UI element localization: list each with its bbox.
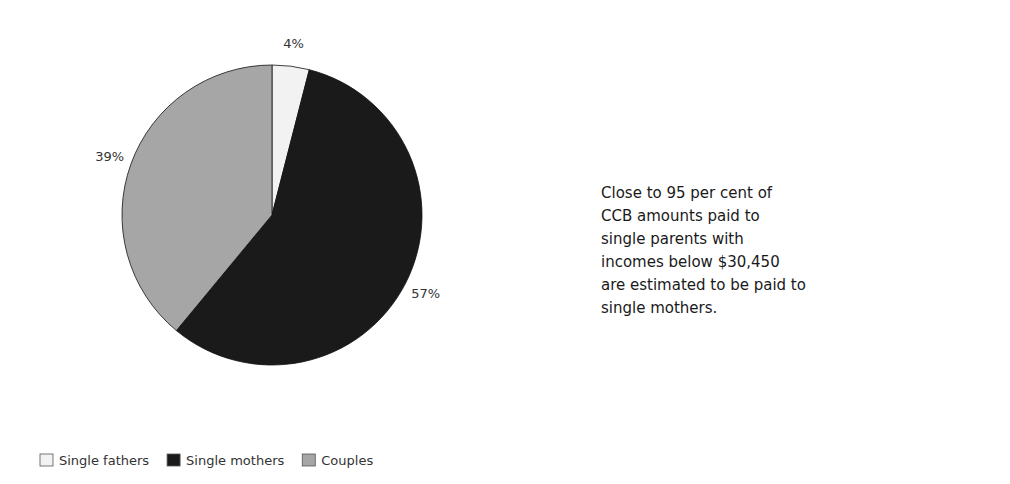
legend-item: Single fathers <box>40 453 149 468</box>
slice-group <box>122 65 422 365</box>
annotation-line: single mothers. <box>601 299 717 317</box>
legend-label: Couples <box>321 453 373 468</box>
pie: 4% 57% 39% <box>95 36 440 365</box>
slice <box>122 65 272 331</box>
legend-item: Couples <box>302 453 373 468</box>
legend-label: Single mothers <box>186 453 284 468</box>
legend-item: Single mothers <box>167 453 284 468</box>
legend-swatch <box>40 454 53 466</box>
annotation-line: CCB amounts paid to <box>601 207 760 225</box>
legend-label: Single fathers <box>59 453 149 468</box>
legend-swatch <box>167 454 180 466</box>
data-label: 4% <box>283 36 304 51</box>
annotation-line: single parents with <box>601 230 744 248</box>
legend-swatch <box>302 454 315 466</box>
slices <box>122 65 422 365</box>
annotation-line: are estimated to be paid to <box>601 276 806 294</box>
chart: 4% 57% 39% Close to 95 per cent of CCB amoun… <box>0 0 1010 484</box>
legend: Single fathers Single mothers Couples <box>40 453 373 468</box>
annotation: Close to 95 per cent of CCB amounts paid … <box>601 184 806 317</box>
annotation-line: Close to 95 per cent of <box>601 184 773 202</box>
annotation-line: incomes below $30,450 <box>601 253 780 271</box>
data-label: 39% <box>95 149 124 164</box>
data-label: 57% <box>411 286 440 301</box>
